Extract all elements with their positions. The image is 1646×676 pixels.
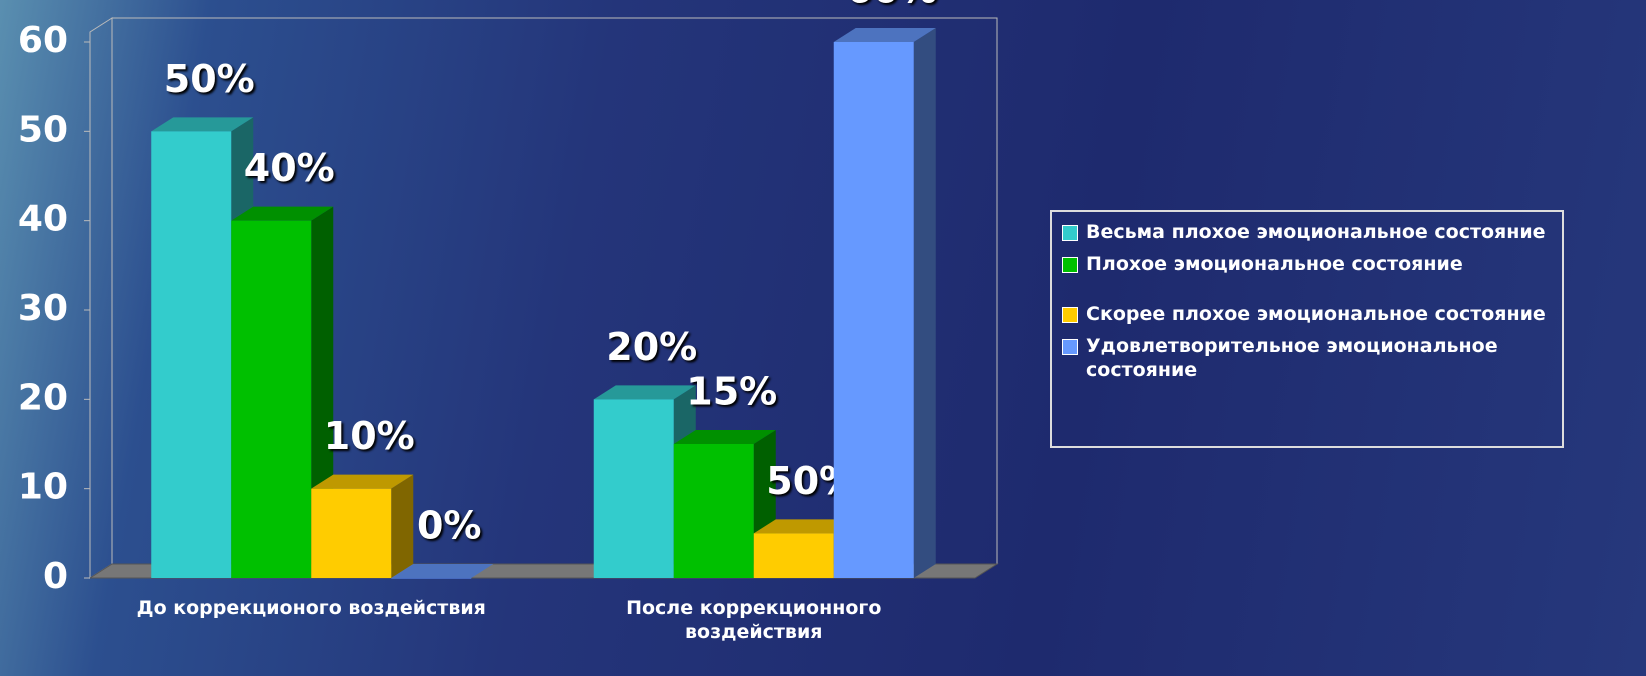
legend: Весьма плохое эмоциональное состояние Пло… <box>1050 210 1564 448</box>
bar <box>593 399 674 578</box>
bar-side <box>913 28 936 578</box>
value-label: 15% <box>686 370 777 414</box>
bar <box>833 42 914 578</box>
y-tick-label: 20 <box>18 377 68 418</box>
value-label: 0% <box>417 504 482 548</box>
bar-top <box>593 385 696 400</box>
legend-item: Весьма плохое эмоциональное состояние <box>1060 220 1554 244</box>
legend-label: Удовлетворительное эмоциональное состоян… <box>1086 335 1498 381</box>
legend-label: Весьма плохое эмоциональное состояние <box>1086 221 1546 243</box>
bar-top <box>673 430 776 444</box>
bar <box>231 220 312 578</box>
bar <box>151 131 232 579</box>
bar <box>753 533 834 578</box>
value-label: 20% <box>606 325 697 369</box>
bar <box>391 578 472 579</box>
legend-swatch <box>1062 225 1078 241</box>
x-tick-label: До коррекционого воздействия <box>136 597 486 619</box>
bar-top <box>151 117 254 132</box>
y-tick-label: 40 <box>18 199 68 240</box>
y-tick-label: 50 <box>18 109 68 150</box>
back-wall <box>89 17 113 579</box>
legend-item: Скорее плохое эмоциональное состояние <box>1060 302 1554 326</box>
legend-label: Плохое эмоциональное состояние <box>1086 253 1463 275</box>
bar-side <box>391 474 414 578</box>
bar-top <box>391 564 494 578</box>
legend-item: Удовлетворительное эмоциональное состоян… <box>1060 334 1554 382</box>
legend-label: Скорее плохое эмоциональное состояние <box>1086 303 1546 325</box>
bar <box>311 488 392 578</box>
bar-top <box>833 28 936 42</box>
value-label: 40% <box>244 146 335 190</box>
y-tick-label: 0 <box>43 556 68 597</box>
bar-top <box>753 519 856 534</box>
legend-swatch <box>1062 257 1078 273</box>
legend-item: Плохое эмоциональное состояние <box>1060 252 1554 276</box>
legend-swatch <box>1062 307 1078 323</box>
bar <box>673 444 754 578</box>
bar-top <box>311 474 414 489</box>
y-tick-label: 30 <box>18 288 68 329</box>
x-tick-label: После коррекционного воздействия <box>626 597 882 643</box>
bar-top <box>231 206 334 221</box>
value-label: 60% <box>846 0 937 12</box>
y-tick-label: 60 <box>18 20 68 61</box>
value-label: 10% <box>324 414 415 458</box>
y-tick-label: 10 <box>18 467 68 508</box>
value-label: 50% <box>164 57 255 101</box>
legend-swatch <box>1062 339 1078 355</box>
